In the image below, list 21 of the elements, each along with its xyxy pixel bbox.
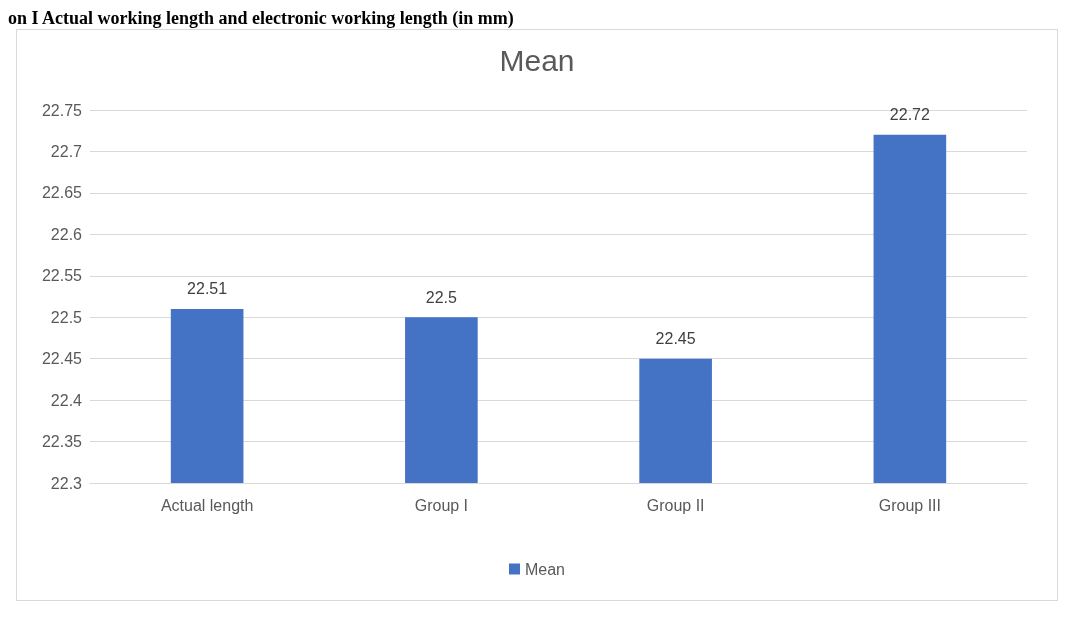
y-tick-label: 22.75 bbox=[41, 101, 83, 119]
y-tick-label: 22.3 bbox=[50, 474, 83, 492]
data-label: 22.72 bbox=[889, 106, 930, 124]
y-tick-label: 22.45 bbox=[41, 350, 83, 368]
y-tick-label: 22.55 bbox=[41, 267, 83, 285]
x-tick-label: Actual length bbox=[160, 496, 254, 514]
legend-label: Mean bbox=[524, 560, 566, 578]
data-label: 22.51 bbox=[187, 280, 228, 298]
x-tick-label: Group III bbox=[878, 496, 941, 514]
y-tick-label: 22.5 bbox=[50, 308, 83, 326]
y-tick-label: 22.35 bbox=[41, 433, 83, 451]
y-tick-label: 22.65 bbox=[41, 184, 83, 202]
data-label: 22.45 bbox=[655, 330, 696, 348]
x-tick-label: Group I bbox=[414, 496, 469, 514]
chart-title: Mean bbox=[499, 43, 575, 77]
y-tick-label: 22.4 bbox=[50, 391, 83, 409]
text: on I Actual working length and electronic working length (in mm) bbox=[8, 8, 515, 29]
y-tick-label: 22.7 bbox=[50, 142, 83, 160]
y-tick-label: 22.6 bbox=[50, 225, 83, 243]
x-tick-label: Group II bbox=[646, 496, 705, 514]
data-label: 22.5 bbox=[425, 288, 458, 306]
